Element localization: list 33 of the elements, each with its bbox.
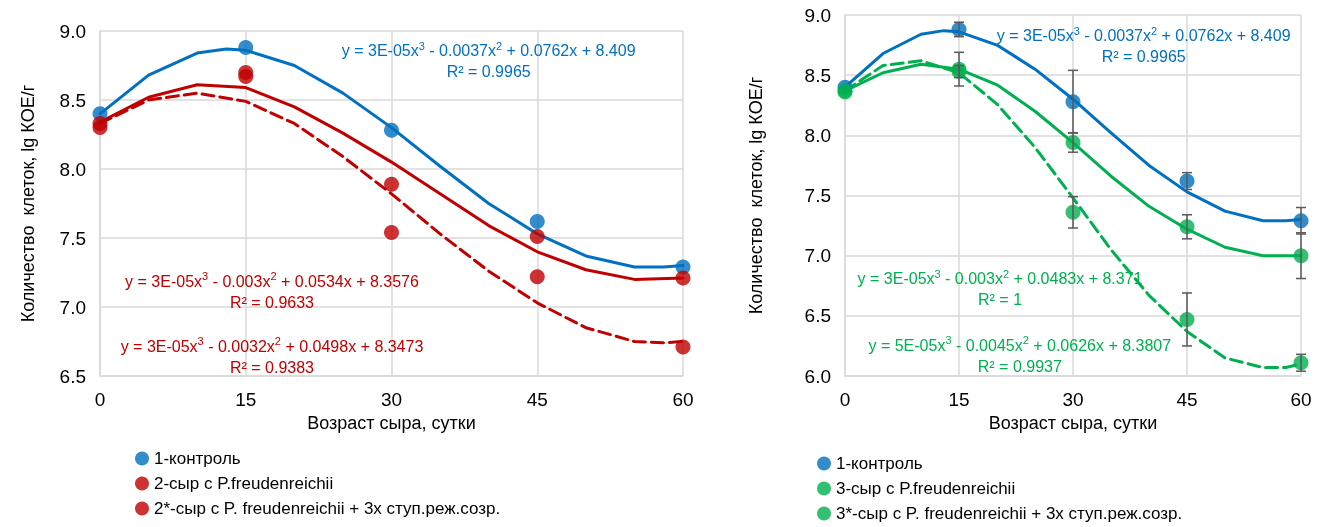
y-tick-label: 6.5 — [59, 365, 86, 387]
y-axis-title: Количество клеток, lg КОЕ/г — [746, 76, 766, 315]
x-tick-label: 60 — [672, 389, 694, 410]
x-axis-title: Возраст сыра, сутки — [307, 412, 476, 433]
legend-label: 3-сыр с P.freudenreichii — [836, 479, 1016, 498]
x-tick-label: 0 — [839, 389, 851, 410]
x-tick-label: 60 — [1290, 389, 1312, 410]
legend-label: 2-сыр с P.freudenreichii — [154, 474, 334, 493]
y-tick-label: 7.0 — [804, 245, 831, 267]
y-tick-label: 6.5 — [804, 305, 831, 327]
x-axis-title: Возраст сыра, сутки — [988, 412, 1158, 433]
x-tick-label: 15 — [948, 389, 970, 410]
y-tick-label: 9.0 — [804, 4, 831, 26]
y-tick-label: 6.0 — [804, 365, 831, 387]
y-tick-label: 7.5 — [59, 227, 86, 249]
y-tick-label: 7.5 — [804, 185, 831, 206]
x-tick-label: 45 — [1176, 389, 1198, 410]
y-tick-label: 7.0 — [59, 296, 86, 318]
x-tick-label: 30 — [380, 389, 403, 410]
x-tick-label: 45 — [526, 389, 548, 410]
legend-label: 1-контроль — [836, 454, 923, 473]
x-tick-label: 30 — [1062, 389, 1084, 410]
y-tick-label: 8.0 — [804, 124, 831, 146]
y-tick-label: 8.5 — [804, 64, 831, 86]
y-tick-label: 9.0 — [59, 20, 86, 42]
legend-label: 1-контроль — [154, 449, 241, 468]
x-tick-label: 0 — [94, 389, 106, 410]
y-tick-label: 8.5 — [59, 89, 86, 111]
legend-label: 2*-сыр с P. freudenreichii + 3х ступ.реж.созр. — [154, 499, 501, 518]
y-axis-title: Количество клеток, lg КОЕ/г — [18, 84, 38, 323]
y-tick-label: 8.0 — [59, 158, 86, 180]
x-tick-label: 15 — [235, 389, 257, 410]
legend-label: 3*-сыр с P. freudenreichii + 3х ступ.реж.созр. — [836, 504, 1183, 523]
